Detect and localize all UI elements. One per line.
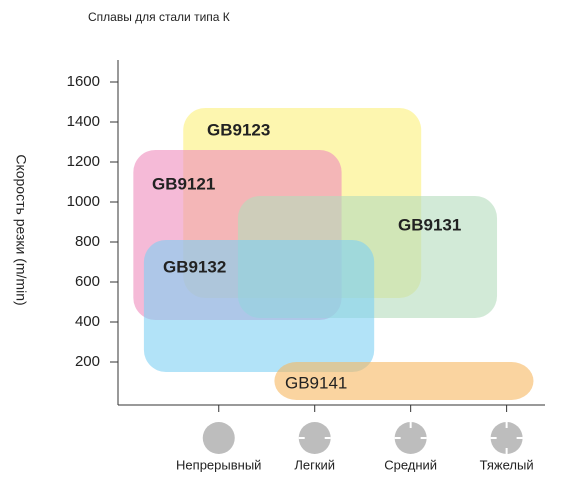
y-tick-label: 600 [75,273,100,290]
region [274,362,534,400]
region-label: GB9131 [398,215,461,234]
region-label: GB9132 [163,257,226,276]
region-label: GB9121 [152,174,215,193]
y-axis-label: Скорость резки (m/min) [13,154,29,305]
y-tick-label: 1600 [67,73,100,90]
machining-icon [202,422,235,454]
x-tick-label: Тяжелый [480,457,534,472]
y-tick-label: 1400 [67,113,100,130]
chart-title: Сплавы для стали типа К [88,10,230,24]
machining-icon [298,422,331,454]
y-tick-label: 1200 [67,153,100,170]
y-tick-label: 400 [75,313,100,330]
y-tick-label: 200 [75,353,100,370]
region-label: GB9123 [207,120,270,139]
region [143,240,375,372]
y-tick-label: 800 [75,233,100,250]
machining-icon [394,422,427,454]
x-tick-label: Легкий [294,457,335,472]
x-tick-label: Средний [384,457,437,472]
x-tick-label: Непрерывный [176,457,261,472]
machining-icon [490,422,523,454]
region-label: GB9141 [285,373,347,392]
y-tick-label: 1000 [67,193,100,210]
